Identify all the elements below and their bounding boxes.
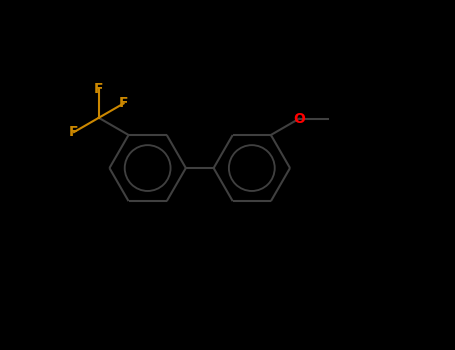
Text: F: F bbox=[119, 97, 128, 111]
Text: F: F bbox=[69, 125, 79, 139]
Text: F: F bbox=[94, 82, 104, 96]
Text: O: O bbox=[293, 112, 305, 126]
